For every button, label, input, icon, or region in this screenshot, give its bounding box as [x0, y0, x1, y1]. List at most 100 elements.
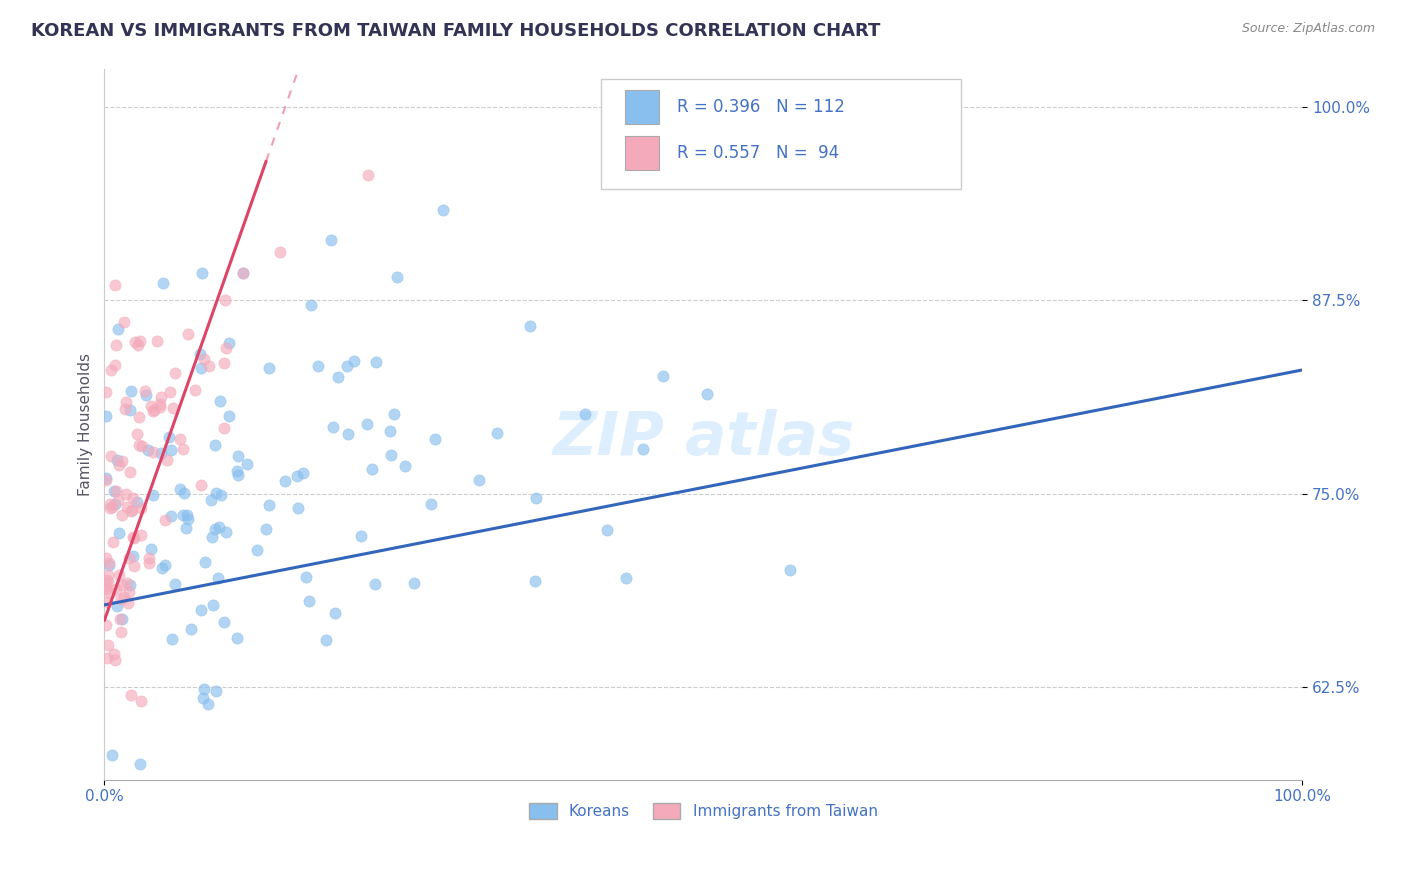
Point [142, 445, 165, 459]
Point [574, 407, 596, 421]
Point [141, 488, 163, 502]
Point [232, 266, 254, 280]
Point [200, 493, 222, 508]
Point [197, 697, 219, 711]
Point [184, 383, 207, 397]
Point [111, 578, 134, 592]
Point [112, 591, 135, 605]
Point [420, 497, 443, 511]
Point [315, 633, 337, 648]
Point [631, 442, 654, 457]
Point [94, 409, 117, 423]
Text: Source: ZipAtlas.com: Source: ZipAtlas.com [1241, 22, 1375, 36]
Point [226, 468, 249, 483]
Point [129, 757, 152, 772]
Point [357, 168, 380, 182]
Point [128, 334, 150, 348]
Point [226, 631, 249, 645]
Point [150, 390, 173, 404]
Point [226, 449, 249, 463]
Point [104, 358, 127, 372]
Point [98, 496, 121, 510]
Point [110, 592, 132, 607]
Point [350, 529, 373, 543]
Point [172, 508, 194, 522]
Point [108, 458, 131, 472]
Point [180, 623, 202, 637]
Point [157, 430, 180, 444]
Point [269, 245, 291, 260]
Point [198, 359, 221, 374]
Point [111, 508, 134, 522]
Point [218, 336, 240, 351]
Point [214, 293, 236, 307]
Point [122, 549, 145, 564]
Point [205, 485, 228, 500]
Point [103, 484, 125, 499]
Point [336, 427, 359, 442]
Point [193, 681, 215, 696]
Point [114, 401, 136, 416]
Point [176, 326, 198, 341]
Point [101, 747, 124, 762]
Legend: Koreans, Immigrants from Taiwan: Koreans, Immigrants from Taiwan [523, 797, 883, 825]
Point [236, 457, 259, 471]
Point [94, 471, 117, 485]
Point [432, 202, 454, 217]
Point [153, 512, 176, 526]
Point [201, 530, 224, 544]
Point [146, 334, 169, 349]
Point [298, 594, 321, 608]
Point [287, 501, 309, 516]
Point [97, 575, 120, 590]
Point [100, 500, 122, 515]
Point [127, 337, 149, 351]
Point [100, 363, 122, 377]
Point [97, 638, 120, 652]
Point [208, 520, 231, 534]
Point [149, 396, 172, 410]
Point [232, 266, 254, 280]
Point [110, 625, 132, 640]
Point [141, 541, 163, 556]
Point [142, 403, 165, 417]
Point [159, 442, 181, 457]
Point [188, 347, 211, 361]
Point [122, 530, 145, 544]
Point [149, 400, 172, 414]
Point [139, 399, 162, 413]
Point [121, 503, 143, 517]
Point [322, 420, 344, 434]
Point [201, 598, 224, 612]
Point [98, 556, 121, 570]
Point [246, 543, 269, 558]
Point [121, 491, 143, 505]
Point [108, 612, 131, 626]
Point [226, 464, 249, 478]
Point [125, 495, 148, 509]
Point [218, 409, 240, 423]
Point [205, 684, 228, 698]
Point [120, 578, 142, 592]
Point [152, 561, 174, 575]
Point [524, 491, 547, 505]
Point [295, 569, 318, 583]
Point [169, 482, 191, 496]
Point [696, 387, 718, 401]
Point [336, 359, 359, 373]
Point [107, 525, 129, 540]
Point [174, 521, 197, 535]
Point [94, 551, 117, 566]
Point [107, 322, 129, 336]
Y-axis label: Family Households: Family Households [79, 352, 93, 496]
Point [111, 454, 134, 468]
Point [98, 586, 121, 600]
Point [176, 508, 198, 522]
Point [149, 446, 172, 460]
Point [204, 522, 226, 536]
Point [104, 338, 127, 352]
Point [155, 558, 177, 572]
Point [103, 648, 125, 662]
Point [159, 509, 181, 524]
Point [292, 466, 315, 480]
